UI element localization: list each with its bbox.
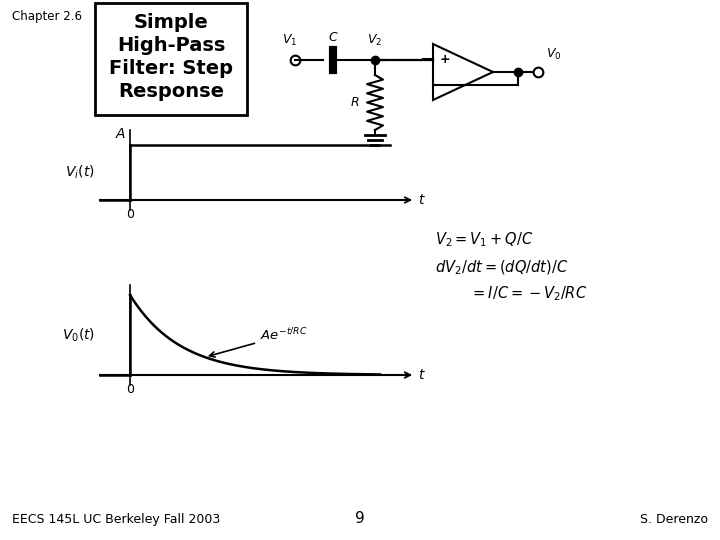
Text: +: +	[440, 53, 451, 66]
Text: −: −	[440, 78, 451, 92]
Text: t: t	[418, 368, 423, 382]
Text: Chapter 2.6: Chapter 2.6	[12, 10, 82, 23]
Text: 9: 9	[355, 511, 365, 526]
Text: $C$: $C$	[328, 31, 338, 44]
Bar	[95, 3, 247, 115]
Text: $= I / C = -V_2 / RC$: $= I / C = -V_2 / RC$	[470, 285, 588, 303]
Text: $V_i(t)$: $V_i(t)$	[66, 164, 95, 181]
Text: $V_0(t)$: $V_0(t)$	[62, 326, 95, 343]
Text: $Ae^{-t/RC}$: $Ae^{-t/RC}$	[210, 327, 307, 357]
Text: A: A	[115, 127, 125, 141]
Text: $V_0$: $V_0$	[546, 47, 562, 62]
Text: $V_2 = V_1 + Q / C$: $V_2 = V_1 + Q / C$	[435, 231, 534, 249]
Text: EECS 145L UC Berkeley Fall 2003: EECS 145L UC Berkeley Fall 2003	[12, 513, 220, 526]
Text: $V_1$: $V_1$	[282, 33, 297, 48]
Text: 0: 0	[126, 208, 134, 221]
Text: 0: 0	[126, 383, 134, 396]
Text: t: t	[418, 193, 423, 207]
Text: S. Derenzo: S. Derenzo	[640, 513, 708, 526]
Text: $dV_2 / dt = (dQ/ dt) / C$: $dV_2 / dt = (dQ/ dt) / C$	[435, 259, 568, 277]
Text: Simple
High-Pass
Filter: Step
Response: Simple High-Pass Filter: Step Response	[109, 14, 233, 100]
Text: $R$: $R$	[349, 96, 359, 109]
Text: $V_2$: $V_2$	[367, 33, 382, 48]
